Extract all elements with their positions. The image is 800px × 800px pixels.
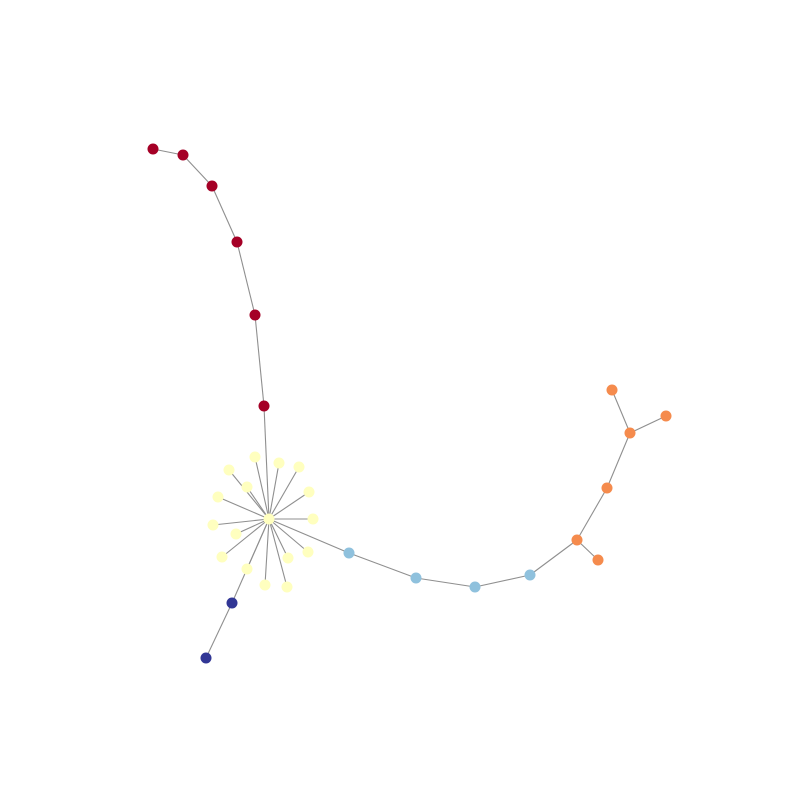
node-navy-chain-0 xyxy=(226,597,238,609)
node-red-chain-5 xyxy=(258,400,270,412)
node-navy-chain-1 xyxy=(200,652,212,664)
node-hub-cluster-2 xyxy=(249,451,261,463)
node-hub-cluster-12 xyxy=(302,546,314,558)
edge-orange-branch-4-to-orange-branch-3 xyxy=(576,487,608,541)
edge-orange-branch-3-to-orange-branch-2 xyxy=(606,432,631,489)
node-orange-branch-4 xyxy=(571,534,583,546)
node-blue-chain-1 xyxy=(410,572,422,584)
edge-blue-chain-3-to-orange-branch-4 xyxy=(529,539,578,576)
node-hub-cluster-11 xyxy=(216,551,228,563)
edge-blue-chain-2-to-blue-chain-3 xyxy=(474,574,531,588)
edge-red-chain-5-to-hub-cluster-0 xyxy=(263,405,270,520)
edge-red-chain-4-to-red-chain-5 xyxy=(254,314,265,407)
node-orange-branch-3 xyxy=(601,482,613,494)
edge-orange-branch-2-to-orange-branch-1 xyxy=(629,415,667,434)
edge-red-chain-2-to-red-chain-3 xyxy=(211,185,238,243)
edge-blue-chain-0-to-blue-chain-1 xyxy=(348,552,417,579)
node-blue-chain-0 xyxy=(343,547,355,559)
edge-hub-cluster-0-to-hub-cluster-5 xyxy=(246,486,270,520)
edge-hub-cluster-0-to-hub-cluster-3 xyxy=(268,462,280,520)
node-hub-cluster-6 xyxy=(212,491,224,503)
edge-hub-cluster-0-to-hub-cluster-2 xyxy=(254,456,270,520)
node-hub-cluster-0 xyxy=(263,513,275,525)
node-hub-cluster-1 xyxy=(223,464,235,476)
edge-hub-cluster-0-to-hub-cluster-12 xyxy=(268,518,309,553)
node-red-chain-2 xyxy=(206,180,218,192)
edge-hub-cluster-0-to-hub-cluster-15 xyxy=(264,518,270,586)
node-orange-branch-1 xyxy=(660,410,672,422)
node-red-chain-1 xyxy=(177,149,189,161)
node-orange-branch-5 xyxy=(592,554,604,566)
node-orange-branch-0 xyxy=(606,384,618,396)
node-hub-cluster-16 xyxy=(281,581,293,593)
edge-hub-cluster-0-to-hub-cluster-16 xyxy=(268,518,288,588)
node-blue-chain-2 xyxy=(469,581,481,593)
node-red-chain-4 xyxy=(249,309,261,321)
edge-hub-cluster-0-to-hub-cluster-1 xyxy=(228,469,270,520)
edge-hub-cluster-0-to-blue-chain-0 xyxy=(268,518,350,554)
edge-hub-cluster-0-to-navy-chain-0 xyxy=(231,518,270,604)
edge-hub-cluster-0-to-hub-cluster-7 xyxy=(268,491,310,520)
node-hub-cluster-15 xyxy=(259,579,271,591)
edge-hub-cluster-0-to-hub-cluster-13 xyxy=(268,518,289,559)
node-blue-chain-3 xyxy=(524,569,536,581)
node-hub-cluster-9 xyxy=(307,513,319,525)
node-red-chain-3 xyxy=(231,236,243,248)
node-hub-cluster-13 xyxy=(282,552,294,564)
node-hub-cluster-14 xyxy=(241,563,253,575)
edge-hub-cluster-0-to-hub-cluster-8 xyxy=(212,518,270,526)
node-hub-cluster-8 xyxy=(207,519,219,531)
node-hub-cluster-4 xyxy=(293,461,305,473)
edge-navy-chain-0-to-navy-chain-1 xyxy=(205,602,233,659)
graph-nodes xyxy=(147,143,672,664)
node-hub-cluster-5 xyxy=(241,481,253,493)
edge-hub-cluster-0-to-hub-cluster-4 xyxy=(268,466,300,520)
node-red-chain-0 xyxy=(147,143,159,155)
edge-red-chain-1-to-red-chain-2 xyxy=(182,154,213,187)
node-orange-branch-2 xyxy=(624,427,636,439)
edge-hub-cluster-0-to-hub-cluster-6 xyxy=(217,496,270,520)
edge-red-chain-3-to-red-chain-4 xyxy=(236,241,256,316)
node-hub-cluster-7 xyxy=(303,486,315,498)
node-hub-cluster-3 xyxy=(273,457,285,469)
edge-blue-chain-1-to-blue-chain-2 xyxy=(415,577,476,588)
edge-orange-branch-2-to-orange-branch-0 xyxy=(611,389,631,434)
edge-hub-cluster-0-to-hub-cluster-11 xyxy=(221,518,270,558)
edge-hub-cluster-0-to-hub-cluster-10 xyxy=(235,518,270,535)
graph-edges xyxy=(152,148,667,659)
node-hub-cluster-10 xyxy=(230,528,242,540)
